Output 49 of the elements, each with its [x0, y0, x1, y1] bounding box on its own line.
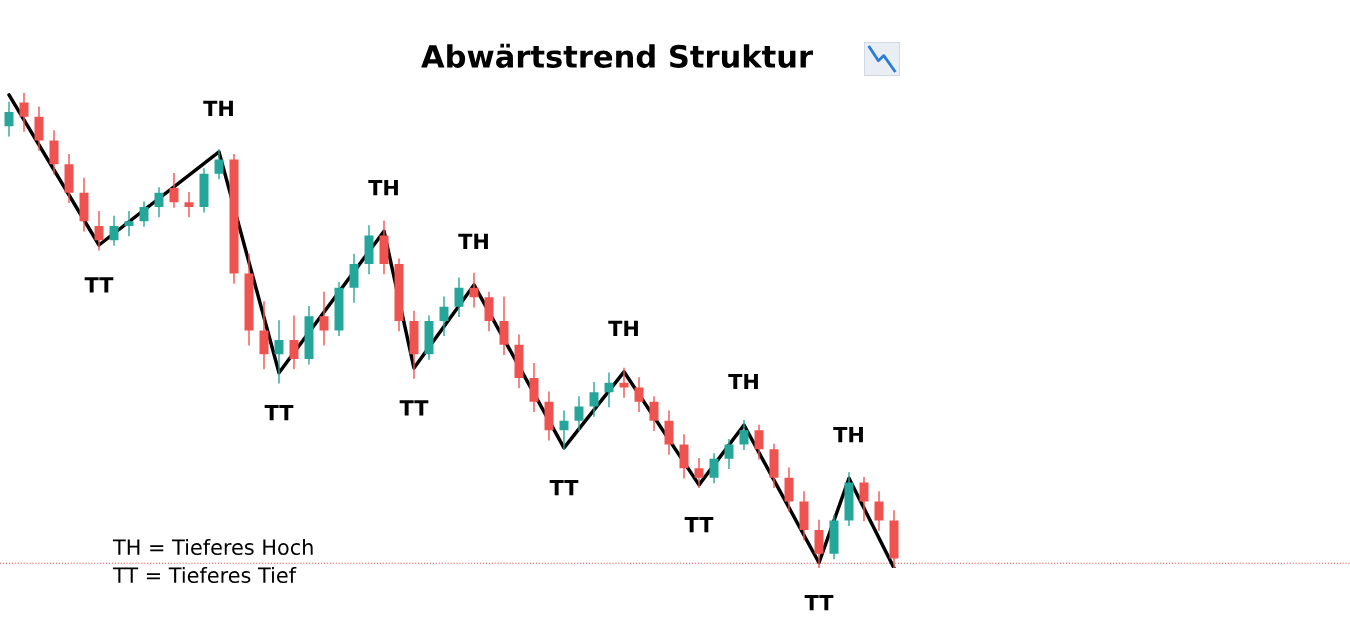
annotation: TT [804, 595, 834, 611]
annotation: TH [203, 100, 233, 116]
candlestick [124, 211, 134, 237]
candlestick [214, 149, 224, 180]
candlestick [529, 363, 539, 412]
annotation: TT = Tieferes Tief [112, 566, 297, 584]
candlestick [319, 291, 329, 346]
annotation: TH [608, 320, 638, 336]
candlestick [739, 420, 749, 450]
candlestick [49, 130, 59, 175]
candlestick [619, 367, 629, 398]
candlestick [34, 106, 44, 151]
candlestick [679, 434, 689, 479]
candlestick [664, 410, 674, 455]
candlestick [109, 215, 119, 246]
chart-title: Abwärtstrend Struktur [421, 43, 813, 68]
candlestick [19, 93, 29, 132]
annotation: TH = Tieferes Hoch [112, 538, 313, 556]
candlestick [439, 296, 449, 336]
annotation: TT [264, 405, 294, 421]
candlestick [859, 477, 869, 522]
annotation: TH [728, 373, 758, 390]
candlestick [784, 467, 794, 512]
candlestick [694, 458, 704, 488]
candlestick [559, 410, 569, 450]
candlestick [349, 253, 359, 303]
annotation: TT [684, 517, 714, 533]
annotation: TT [549, 480, 579, 496]
candlestick [499, 296, 509, 355]
candlestick [454, 277, 464, 317]
candlestick [634, 377, 644, 412]
candlestick [604, 372, 614, 408]
candlestick [874, 491, 884, 531]
annotation: TT [399, 400, 429, 416]
annotation: TT [84, 277, 114, 293]
candlestick [754, 424, 764, 460]
candlestick [154, 187, 164, 218]
annotation: TH [368, 180, 398, 196]
candlestick [484, 291, 494, 332]
candlestick [289, 315, 299, 370]
candlestick [169, 173, 179, 208]
candlestick [259, 301, 269, 370]
candlestick [589, 382, 599, 417]
candlestick [184, 192, 194, 218]
annotation: TH [458, 233, 488, 249]
annotation: TH [833, 427, 863, 443]
candlestick [709, 453, 719, 484]
candlestick [4, 101, 14, 137]
candlestick [574, 396, 584, 431]
